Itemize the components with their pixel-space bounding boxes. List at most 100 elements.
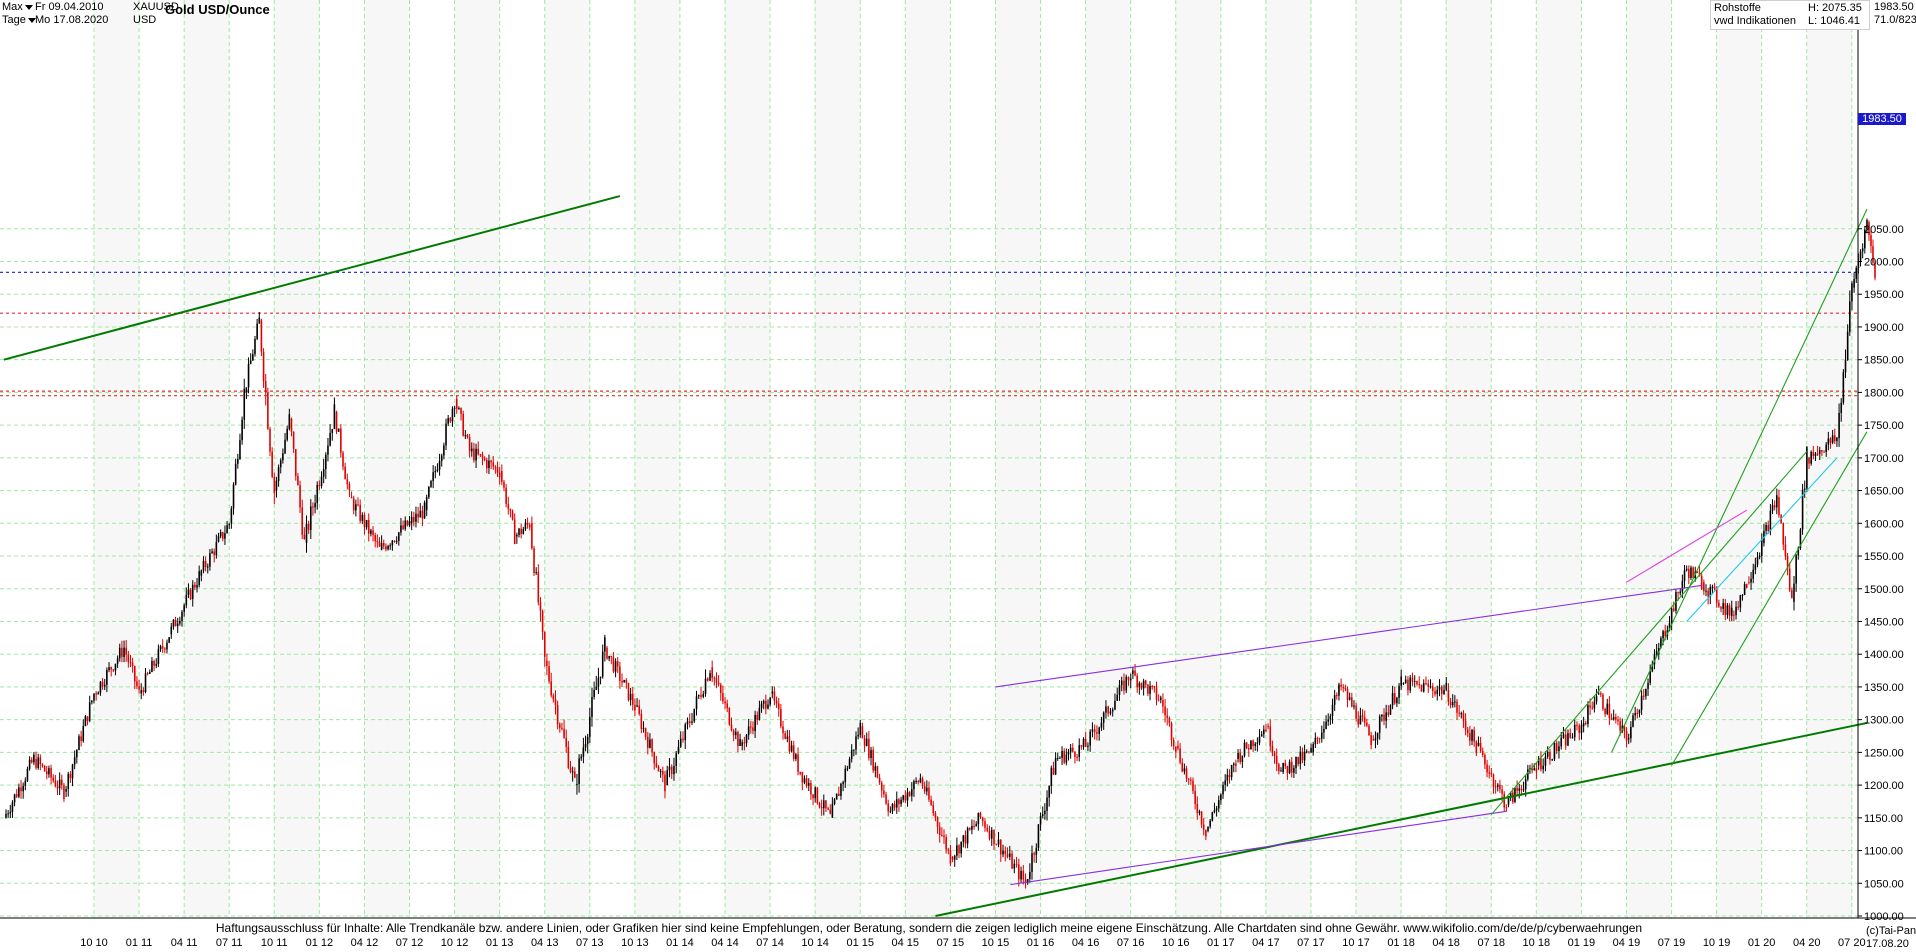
candle-body	[430, 481, 432, 487]
candle-body	[1029, 871, 1031, 879]
candle-body	[1198, 811, 1201, 813]
high-value: H: 2075.35	[1808, 2, 1862, 14]
candle-body	[1630, 726, 1632, 739]
chart-grid	[0, 0, 1858, 918]
candle-body	[391, 540, 394, 546]
chart-background-bands	[94, 0, 1852, 918]
candle-body	[1494, 786, 1497, 788]
candle-body	[71, 764, 74, 779]
candle-body	[11, 802, 14, 812]
candle-body	[376, 541, 379, 543]
candle-body	[595, 686, 598, 690]
candle-body	[234, 463, 237, 485]
candle-body	[1026, 878, 1029, 884]
candle-body	[790, 745, 793, 752]
candle-body	[161, 646, 164, 649]
x-tick-label: 01 19	[1568, 937, 1596, 949]
candle-body	[151, 661, 153, 672]
candle-body	[1013, 863, 1016, 869]
candle-body	[1250, 740, 1252, 750]
trend-line	[995, 584, 1702, 688]
period-selector[interactable]: Tage	[2, 14, 36, 27]
candle-body	[1288, 761, 1291, 774]
candle-body	[170, 626, 173, 635]
candle-body	[1499, 784, 1501, 790]
candle-body	[1593, 701, 1596, 709]
candle-body	[548, 666, 550, 682]
candle-body	[468, 437, 471, 452]
candle-body	[1540, 758, 1542, 770]
x-tick-label: 01 16	[1027, 937, 1055, 949]
candle-body	[1295, 756, 1297, 769]
candle-body	[1632, 715, 1634, 727]
candle-body	[818, 803, 821, 807]
candle-body	[889, 811, 892, 813]
candle-body	[629, 693, 632, 701]
x-tick-label: 07 15	[937, 937, 965, 949]
candle-body	[1677, 592, 1679, 594]
candle-body	[125, 647, 127, 655]
candle-body	[121, 647, 123, 657]
candle-body	[1664, 631, 1667, 636]
candle-body	[848, 759, 851, 769]
candle-body	[814, 787, 817, 799]
candle-body	[1733, 614, 1735, 616]
candle-body	[348, 483, 351, 491]
x-tick-label: 01 12	[306, 937, 334, 949]
x-tick-label: 01 13	[486, 937, 514, 949]
candle-body	[518, 528, 520, 535]
candle-body	[1142, 680, 1145, 689]
x-tick-label: 04 20	[1793, 937, 1821, 949]
candle-body	[245, 387, 248, 393]
candle-body	[1591, 707, 1594, 709]
trend-line	[1626, 509, 1748, 583]
candle-body	[717, 682, 720, 685]
candle-body	[1308, 751, 1310, 753]
candle-body	[958, 845, 960, 854]
candle-body	[968, 828, 971, 830]
candle-body	[1683, 570, 1686, 581]
candle-body	[1501, 789, 1503, 794]
candle-body	[52, 777, 55, 781]
candle-body	[438, 461, 441, 470]
candle-body	[1187, 778, 1190, 780]
y-tick-label: 1450.00	[1864, 616, 1904, 628]
candle-body	[682, 738, 684, 741]
candle-body	[747, 726, 750, 735]
candle-body	[777, 703, 780, 710]
candle-body	[612, 657, 615, 672]
candle-body	[1170, 723, 1173, 740]
candle-body	[898, 799, 900, 805]
candle-body	[1627, 738, 1630, 740]
x-tick-label: 10 13	[621, 937, 649, 949]
candle-body	[872, 749, 874, 771]
candle-body	[1179, 748, 1181, 763]
currency: USD	[133, 14, 157, 26]
candle-body	[923, 786, 926, 792]
candle-body	[513, 519, 516, 545]
candle-body	[644, 728, 647, 737]
candle-body	[397, 532, 400, 541]
candle-body	[1692, 567, 1694, 579]
chart-band	[274, 0, 320, 918]
candle-body	[419, 510, 422, 518]
candle-body	[1814, 453, 1817, 457]
candle-body	[949, 849, 952, 864]
candle-body	[1853, 279, 1855, 288]
candle-body	[1129, 678, 1132, 681]
candle-body	[803, 778, 806, 783]
range-selector[interactable]: Max	[2, 1, 33, 14]
candle-body	[668, 766, 671, 771]
trend-line	[935, 721, 1868, 917]
candle-body	[56, 786, 59, 789]
candle-body	[874, 766, 877, 771]
candle-body	[1177, 745, 1179, 749]
candle-body	[1587, 705, 1589, 724]
candle-body	[1374, 738, 1377, 741]
candle-body	[1429, 686, 1432, 688]
candle-body	[333, 404, 336, 430]
disclaimer-text: Haftungsausschluss für Inhalte: Alle Tre…	[0, 921, 1858, 935]
candle-body	[191, 584, 194, 599]
candle-body	[108, 667, 110, 671]
candle-body	[1271, 746, 1274, 754]
